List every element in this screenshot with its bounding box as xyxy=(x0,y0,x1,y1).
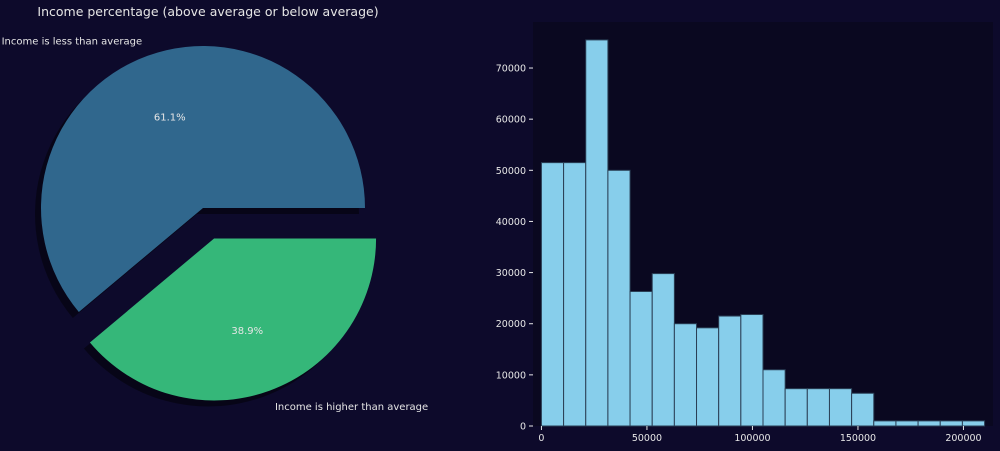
x-tick-label: 150000 xyxy=(840,433,876,444)
y-tick-label: 70000 xyxy=(496,64,526,75)
histogram-bar xyxy=(961,420,986,427)
x-tick-label: 200000 xyxy=(945,433,981,444)
histogram-bar xyxy=(607,169,631,427)
pie-category-label: Income is higher than average xyxy=(275,402,428,413)
pie-labels: 61.1% Income is less than average 38.9% Inc… xyxy=(2,37,429,413)
histogram-y-ticks: 0 10000 20000 30000 40000 50000 60000 70000 xyxy=(496,64,533,433)
histogram-bar xyxy=(673,323,698,427)
pie-title: Income percentage (above average or belo… xyxy=(37,4,378,19)
histogram-bar xyxy=(851,392,875,427)
histogram-bar xyxy=(806,388,830,427)
pie-slices xyxy=(41,45,377,401)
y-tick-label: 50000 xyxy=(496,166,526,177)
histogram-bar xyxy=(762,369,786,427)
x-tick-label: 0 xyxy=(538,433,544,444)
histogram-bar xyxy=(873,420,897,427)
histogram-bar xyxy=(563,162,587,427)
histogram-bar xyxy=(696,327,720,427)
histogram-bar xyxy=(585,39,609,427)
pie-chart: Income percentage (above average or belo… xyxy=(2,4,429,413)
y-tick-label: 30000 xyxy=(496,268,526,279)
histogram-bar xyxy=(651,273,675,427)
pie-slice xyxy=(41,45,365,313)
pie-category-label: Income is less than average xyxy=(2,37,143,48)
pie-slice xyxy=(89,238,377,401)
histogram-bar xyxy=(784,388,808,427)
histogram-chart: 0 50000 100000 150000 200000 0 10000 20000 3000… xyxy=(496,22,993,444)
histogram-bar xyxy=(740,314,764,427)
histogram-x-ticks: 0 50000 100000 150000 200000 xyxy=(538,426,982,444)
histogram-bar xyxy=(939,420,963,427)
pie-value-label: 61.1% xyxy=(154,113,186,124)
histogram-bar xyxy=(895,420,919,427)
y-tick-label: 20000 xyxy=(496,319,526,330)
histogram-bars xyxy=(540,39,986,427)
pie-value-label: 38.9% xyxy=(231,326,263,337)
histogram-bar xyxy=(629,291,653,427)
x-tick-label: 50000 xyxy=(632,433,662,444)
histogram-bar xyxy=(917,420,941,427)
y-tick-label: 40000 xyxy=(496,217,526,228)
x-tick-label: 100000 xyxy=(734,433,770,444)
histogram-bar xyxy=(718,315,742,427)
y-tick-label: 10000 xyxy=(496,370,526,381)
histogram-bar xyxy=(540,162,565,427)
y-tick-label: 0 xyxy=(520,422,526,433)
y-tick-label: 60000 xyxy=(496,115,526,126)
histogram-bar xyxy=(828,388,853,427)
